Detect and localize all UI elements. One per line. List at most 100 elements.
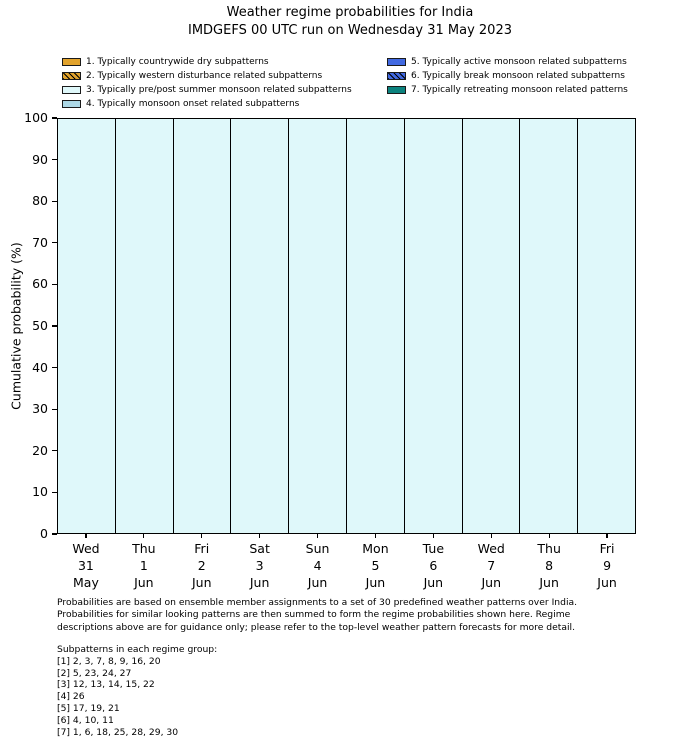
x-tick-mon: Jun — [365, 575, 386, 590]
bar-segment-regime-3 — [346, 119, 404, 533]
x-tick-day: 8 — [545, 558, 554, 573]
legend-label-2: 2. Typically western disturbance related… — [86, 71, 323, 81]
x-tick-mon: Jun — [191, 575, 212, 590]
x-tick-fri-2 — [201, 534, 203, 538]
bar-segment-regime-3 — [404, 119, 462, 533]
y-tick-label-10: 10 — [32, 484, 48, 500]
subpattern-group-1: [1] 2, 3, 7, 8, 9, 16, 20 — [57, 655, 161, 667]
y-tick-0 — [52, 533, 57, 535]
x-tick-mon: Jun — [249, 575, 270, 590]
subpattern-group-2: [2] 5, 23, 24, 27 — [57, 667, 132, 679]
footnote-line: Probabilities are based on ensemble memb… — [57, 597, 578, 608]
legend-label-3: 3. Typically pre/post summer monsoon rel… — [86, 85, 352, 95]
bar-mon-5-jun — [346, 119, 405, 533]
footnote-line: descriptions above are for guidance only… — [57, 621, 576, 633]
subpattern-group-5: [5] 17, 19, 21 — [57, 702, 120, 714]
chart-title: Weather regime probabilities for India — [226, 5, 474, 20]
x-tick-label-wed-31: Wed 31 May — [57, 540, 115, 591]
x-tick-fri-9 — [606, 534, 608, 538]
legend-label-1: 1. Typically countrywide dry subpatterns — [86, 57, 269, 67]
bar-tue-6-jun — [404, 119, 463, 533]
bar-segment-regime-3 — [578, 119, 635, 533]
y-tick-label-40: 40 — [32, 359, 48, 375]
y-tick-label-60: 60 — [32, 276, 48, 292]
bar-wed-7-jun — [462, 119, 521, 533]
bar-thu-1-jun — [115, 119, 174, 533]
title-block: Weather regime probabilities for India I… — [0, 4, 700, 39]
legend-item-4: 4. Typically monsoon onset related subpa… — [62, 97, 352, 111]
legend-item-2: 2. Typically western disturbance related… — [62, 69, 352, 83]
y-tick-label-80: 80 — [32, 193, 48, 209]
subpattern-group-3: [3] 12, 13, 14, 15, 22 — [57, 679, 155, 691]
x-tick-thu-1 — [143, 534, 145, 538]
x-tick-dow: Wed — [477, 541, 505, 556]
y-tick-60 — [52, 283, 57, 285]
y-tick-100 — [52, 117, 57, 119]
y-tick-label-30: 30 — [32, 401, 48, 417]
x-tick-day: 31 — [77, 558, 94, 573]
x-tick-wed-31 — [85, 534, 87, 538]
x-tick-tue-6 — [432, 534, 434, 538]
y-tick-80 — [52, 200, 57, 202]
bar-fri-9-jun — [578, 119, 635, 533]
legend-swatch-5 — [387, 58, 406, 66]
x-tick-label-fri-9: Fri 9 Jun — [578, 540, 636, 591]
subpatterns-list: [1] 2, 3, 7, 8, 9, 16, 20 [2] 5, 23, 24, … — [57, 656, 217, 739]
x-tick-day: 1 — [139, 558, 148, 573]
y-tick-label-100: 100 — [24, 110, 48, 125]
subpattern-group-7: [7] 1, 6, 18, 25, 28, 29, 30 — [57, 726, 179, 738]
chart-subtitle: IMDGEFS 00 UTC run on Wednesday 31 May 2… — [187, 22, 512, 38]
x-tick-label-fri-2: Fri 2 Jun — [173, 540, 231, 591]
x-tick-day: 2 — [197, 558, 206, 573]
y-tick-label-50: 50 — [32, 318, 48, 333]
x-tick-dow: Fri — [599, 541, 615, 556]
legend-item-7: 7. Typically retreating monsoon related … — [387, 83, 628, 97]
legend-swatch-4 — [62, 100, 81, 108]
x-tick-mon: May — [73, 575, 99, 590]
legend-label-7: 7. Typically retreating monsoon related … — [411, 85, 628, 95]
y-tick-40 — [52, 367, 57, 369]
x-tick-label-tue-6: Tue 6 Jun — [404, 540, 462, 591]
x-tick-day: 4 — [313, 558, 322, 573]
x-tick-day: 3 — [255, 558, 264, 573]
x-tick-thu-8 — [548, 534, 550, 538]
x-tick-sat-3 — [259, 534, 261, 538]
y-tick-90 — [52, 159, 57, 161]
bar-segment-regime-3 — [115, 119, 173, 533]
bar-sat-3-jun — [231, 119, 290, 533]
x-tick-dow: Sat — [249, 541, 270, 556]
legend-swatch-2 — [62, 72, 81, 80]
bar-segment-regime-3 — [462, 119, 520, 533]
y-tick-20 — [52, 450, 57, 452]
x-tick-mon-5 — [374, 534, 377, 538]
y-tick-label-70: 70 — [32, 234, 48, 250]
legend-column-right: 5. Typically active monsoon related subp… — [387, 55, 628, 97]
legend-swatch-6 — [387, 72, 406, 80]
subpattern-group-4: [4] 26 — [57, 691, 85, 703]
x-tick-mon: Jun — [307, 575, 328, 590]
x-tick-dow: Thu — [537, 541, 561, 556]
x-tick-label-mon-5: Mon 5 Jun — [347, 540, 405, 591]
x-tick-mon: Jun — [134, 575, 154, 590]
bar-segment-regime-3 — [173, 119, 231, 533]
x-tick-dow: Tue — [422, 541, 445, 556]
x-tick-day: 5 — [371, 558, 380, 573]
legend-item-6: 6. Typically break monsoon related subpa… — [387, 69, 628, 83]
bar-segment-regime-3 — [58, 119, 115, 533]
footnote: Probabilities are based on ensemble memb… — [57, 597, 577, 634]
x-tick-dow: Wed — [72, 541, 100, 556]
subpatterns-block: Subpatterns in each regime group: [1] 2,… — [57, 644, 217, 738]
x-tick-dow: Sun — [305, 541, 330, 556]
y-tick-70 — [52, 242, 57, 244]
x-tick-dow: Thu — [132, 541, 156, 556]
x-tick-day: 6 — [429, 558, 438, 573]
legend-label-6: 6. Typically break monsoon related subpa… — [411, 71, 625, 81]
subpattern-group-6: [6] 4, 10, 11 — [57, 714, 114, 726]
y-tick-50 — [52, 325, 57, 327]
x-tick-mon: Jun — [597, 575, 617, 590]
legend-column-left: 1. Typically countrywide dry subpatterns… — [62, 55, 352, 111]
subpatterns-heading: Subpatterns in each regime group: — [57, 644, 218, 655]
y-tick-label-0: 0 — [40, 526, 48, 541]
bar-segment-regime-3 — [520, 119, 578, 533]
